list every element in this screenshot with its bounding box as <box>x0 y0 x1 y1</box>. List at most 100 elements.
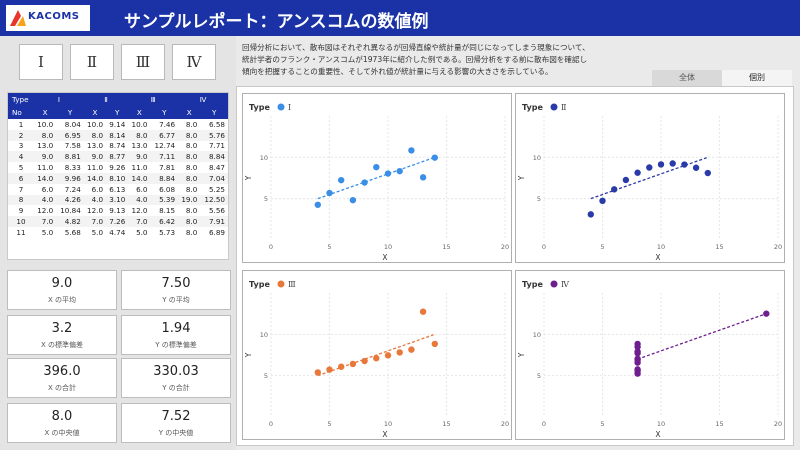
y-tick-label: 10 <box>533 331 541 339</box>
table-cell: 8.0 <box>128 129 151 141</box>
table-cell: 8.33 <box>64 163 81 173</box>
stat-label: X の標準偏差 <box>40 341 84 349</box>
data-point <box>361 179 368 186</box>
stat-label: X の合計 <box>47 384 77 392</box>
table-cell: 8.0 <box>185 141 198 151</box>
x-tick-label: 10 <box>657 420 665 428</box>
scatter-chart-type-3: Type Ⅲ 0 5 10 15 20 5 10 X Y <box>244 280 509 439</box>
x-tick-label: 0 <box>542 420 546 428</box>
table-cell: 8.0 <box>185 163 198 173</box>
y-axis-title: Y <box>517 175 526 181</box>
tab-individual[interactable]: 個別 <box>722 70 792 86</box>
tab-overall[interactable]: 全体 <box>652 70 722 86</box>
type-filter-button-2[interactable]: Ⅱ <box>70 44 114 80</box>
table-cell: 7.26 <box>106 216 129 227</box>
table-cell-no: 9 <box>18 206 24 216</box>
stat-label: Y の標準偏差 <box>155 341 197 349</box>
legend-label: Ⅳ <box>561 280 570 289</box>
table-cell: 8.0 <box>185 227 198 237</box>
data-point <box>669 160 676 167</box>
table-cell: 5.0 <box>91 227 104 237</box>
y-tick-label: 10 <box>260 154 268 162</box>
data-point <box>349 196 357 204</box>
stat-card-y-mean: 7.50 Y の平均 <box>121 270 231 310</box>
table-group-header: Ⅲ <box>128 93 179 106</box>
x-tick-label: 10 <box>657 243 665 251</box>
chart-card-type-4: Type Ⅳ 0 5 10 15 20 5 10 X Y <box>515 270 785 440</box>
table-column-header: X <box>178 106 201 119</box>
data-point <box>314 369 321 376</box>
data-point <box>408 147 415 154</box>
x-axis-title: X <box>655 430 660 439</box>
table-column-header: X <box>83 106 107 119</box>
table-cell: 6.95 <box>56 129 84 141</box>
table-cell: 6.89 <box>208 227 225 237</box>
data-point <box>326 366 333 373</box>
legend-label: Ⅰ <box>288 103 291 112</box>
stat-value: 3.2 <box>51 321 73 336</box>
table-cell: 14.0 <box>34 172 57 184</box>
table-cell: 11.0 <box>131 163 148 173</box>
table-cell-no: 5 <box>18 163 24 173</box>
table-cell-no: 10 <box>8 216 34 227</box>
table-cell: 4.0 <box>83 194 107 206</box>
type-filter-button-4[interactable]: Ⅳ <box>172 44 216 80</box>
scatter-chart-type-2: Type Ⅱ 0 5 10 15 20 5 10 X Y <box>517 103 782 262</box>
table-cell: 7.11 <box>150 151 179 163</box>
table-cell: 12.50 <box>200 194 228 206</box>
data-point <box>338 363 345 370</box>
table-row: 8 4.0 4.26 4.0 3.10 4.0 5.39 19.0 12.50 <box>8 194 228 206</box>
description-text: 回帰分析において、散布図はそれぞれ異なるが回帰直線や統計量が同じになってしまう現… <box>242 42 642 78</box>
x-tick-label: 10 <box>384 420 392 428</box>
table-cell: 8.0 <box>34 129 57 141</box>
data-point <box>431 340 438 348</box>
trend-line <box>637 313 767 360</box>
table-cell: 8.0 <box>185 206 198 216</box>
anscombe-data-table: Type Ⅰ Ⅱ Ⅲ Ⅳ No X Y X Y X Y X Y 1 10.0 8.0… <box>8 93 228 238</box>
data-point <box>657 161 665 168</box>
table-cell: 7.91 <box>200 216 228 227</box>
table-row: 4 9.0 8.81 9.0 8.77 9.0 7.11 8.0 8.84 <box>8 151 228 163</box>
table-cell: 8.84 <box>150 172 179 184</box>
table-cell: 6.13 <box>109 184 126 194</box>
table-row: 5 11.0 8.33 11.0 9.26 11.0 7.81 8.0 8.47 <box>8 162 228 173</box>
table-cell: 6.77 <box>150 129 179 141</box>
legend-title: Type <box>249 280 270 289</box>
chart-card-type-1: Type Ⅰ 0 5 10 15 20 5 10 X Y <box>242 93 512 263</box>
data-point <box>646 164 653 171</box>
table-column-header: Y <box>200 106 228 119</box>
description-line: 統計学者のフランク・アンスコムが1973年に紹介した例である。回帰分析をする前に… <box>242 55 588 64</box>
table-cell: 8.15 <box>159 206 176 216</box>
x-tick-label: 20 <box>501 243 509 251</box>
trend-line <box>317 156 436 200</box>
trend-line <box>317 333 436 377</box>
table-cell-no: 4 <box>8 151 34 163</box>
y-tick-label: 5 <box>537 372 541 380</box>
table-cell: 5.39 <box>150 194 179 206</box>
data-point <box>634 367 641 375</box>
table-cell: 12.0 <box>87 206 104 216</box>
table-cell: 7.46 <box>159 119 176 129</box>
table-column-header: X <box>34 106 57 119</box>
view-tabs: 全体 個別 <box>652 70 792 86</box>
type-filter-button-3[interactable]: Ⅲ <box>121 44 165 80</box>
data-point <box>349 360 357 368</box>
legend-marker-icon <box>550 280 558 288</box>
table-cell: 8.84 <box>200 151 228 163</box>
table-cell: 8.81 <box>56 151 84 163</box>
data-point <box>587 211 594 218</box>
table-cell-no: 7 <box>18 184 24 194</box>
table-cell: 13.0 <box>87 141 104 151</box>
table-cell-no: 8 <box>8 194 34 206</box>
kacoms-logo: KACOMS <box>6 5 90 31</box>
description-line: 傾向を把握することの重要性、そして外れ値が統計量に与える影響の大きさを示している… <box>242 67 553 76</box>
table-cell: 9.0 <box>34 151 57 163</box>
table-cell-no: 2 <box>8 129 34 141</box>
x-tick-label: 0 <box>269 420 273 428</box>
data-point <box>692 164 700 171</box>
table-cell: 4.0 <box>128 194 151 206</box>
type-filter-button-1[interactable]: Ⅰ <box>19 44 63 80</box>
table-cell: 4.82 <box>56 216 84 227</box>
table-cell: 6.42 <box>150 216 179 227</box>
table-cell: 7.0 <box>83 216 107 227</box>
